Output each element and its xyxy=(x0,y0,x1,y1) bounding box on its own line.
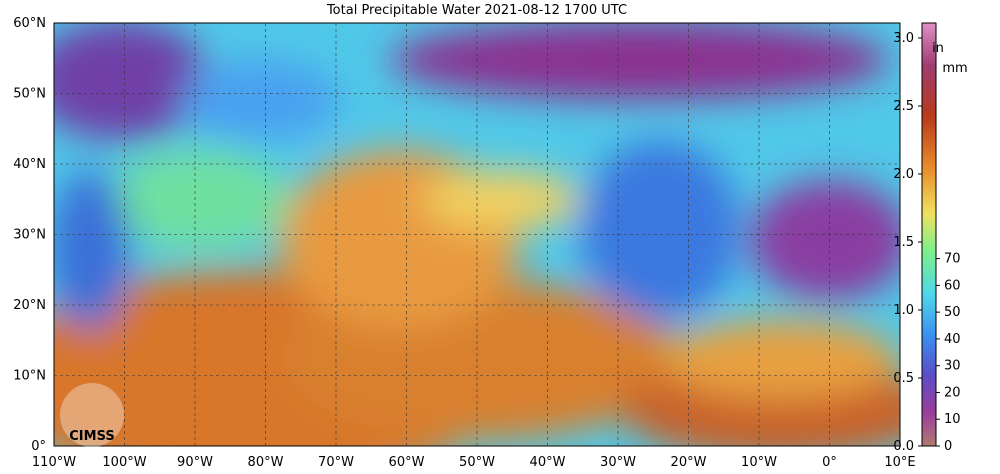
colorbar-mm-label: 30 xyxy=(944,359,961,374)
colorbar-mm-label: 10 xyxy=(944,412,961,427)
lon-label: 80°W xyxy=(248,455,284,470)
colorbar-mm-label: 20 xyxy=(944,385,961,400)
colorbar-in-label: 1.5 xyxy=(893,235,914,250)
title: Total Precipitable Water 2021-08-12 1700… xyxy=(326,3,627,18)
lon-label: 10°W xyxy=(741,455,777,470)
colorbar-mm-unit: mm xyxy=(942,61,967,76)
colorbar-mm-label: 70 xyxy=(944,252,961,267)
lon-label: 30°W xyxy=(600,455,636,470)
lat-label: 10°N xyxy=(13,369,46,384)
logo: CIMSS xyxy=(60,383,124,447)
lon-label: 40°W xyxy=(530,455,566,470)
colorbar-in-label: 0.0 xyxy=(893,439,914,454)
colorbar-mm-label: 50 xyxy=(944,305,961,320)
colorbar xyxy=(921,22,937,447)
colorbar-mm-label: 40 xyxy=(944,332,961,347)
lat-label: 20°N xyxy=(13,298,46,313)
colorbar-in-label: 0.5 xyxy=(893,371,914,386)
colorbar-mm-label: 60 xyxy=(944,278,961,293)
lat-label: 60°N xyxy=(13,16,46,31)
colorbar-in-unit: in xyxy=(932,41,944,56)
lon-label: 110°W xyxy=(32,455,76,470)
lon-label: 0° xyxy=(822,455,837,470)
colorbar-in-label: 2.0 xyxy=(893,167,914,182)
lon-label: 90°W xyxy=(177,455,213,470)
lon-label: 60°W xyxy=(389,455,425,470)
lat-label: 0° xyxy=(31,439,46,454)
logo-text: CIMSS xyxy=(69,429,114,444)
colorbar-in-label: 1.0 xyxy=(893,303,914,318)
tpw-image xyxy=(54,23,900,446)
lat-label: 50°N xyxy=(13,87,46,102)
lon-label: 20°W xyxy=(671,455,707,470)
colorbar-mm-label: 0 xyxy=(944,439,952,454)
lon-label: 70°W xyxy=(318,455,354,470)
graticule xyxy=(54,23,900,446)
colorbar-in-label: 2.5 xyxy=(893,99,914,114)
lat-label: 30°N xyxy=(13,228,46,243)
lon-label: 10°E xyxy=(884,455,915,470)
lon-label: 100°W xyxy=(102,455,146,470)
lon-label: 50°W xyxy=(459,455,495,470)
colorbar-in-label: 3.0 xyxy=(893,31,914,46)
lat-label: 40°N xyxy=(13,157,46,172)
